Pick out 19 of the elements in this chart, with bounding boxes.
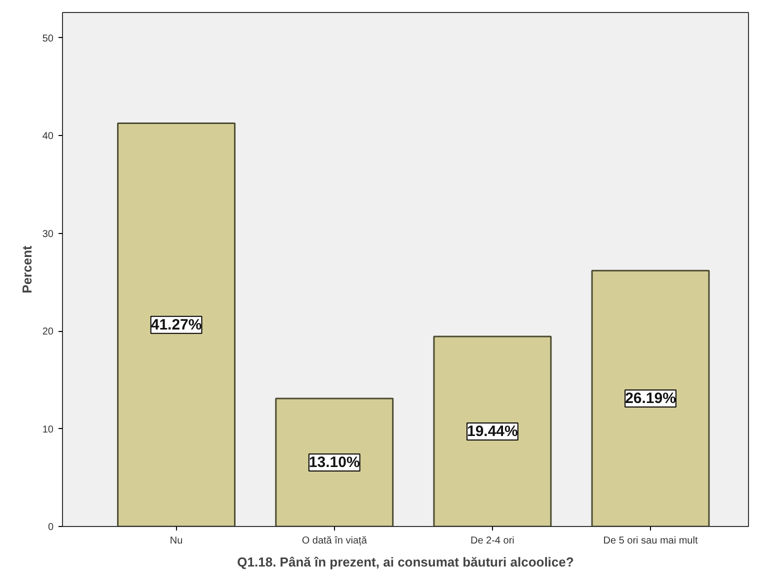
y-tick-label: 50 xyxy=(42,33,54,44)
bar xyxy=(591,270,710,526)
x-tick-label: De 2-4 ori xyxy=(470,536,514,546)
y-tick-label: 40 xyxy=(42,131,54,142)
x-axis-title: Q1.18. Până în prezent, ai consumat băuturi alcoolice? xyxy=(237,554,574,570)
y-tick-label: 0 xyxy=(48,522,54,533)
x-tick-label: O dată în viață xyxy=(302,536,368,546)
y-axis-title: Percent xyxy=(19,244,34,294)
data-label: 13.10% xyxy=(308,454,360,471)
y-tick-label: 20 xyxy=(42,326,54,338)
y-tick-label: 10 xyxy=(42,424,54,436)
y-tick-label: 30 xyxy=(42,228,54,240)
bar xyxy=(117,122,236,526)
bar xyxy=(275,398,394,526)
bar xyxy=(433,336,552,526)
x-tick-label: Nu xyxy=(170,536,183,546)
data-label: 19.44% xyxy=(467,423,518,440)
data-label: 26.19% xyxy=(625,390,676,408)
x-tick-label: De 5 ori sau mai mult xyxy=(603,536,698,546)
